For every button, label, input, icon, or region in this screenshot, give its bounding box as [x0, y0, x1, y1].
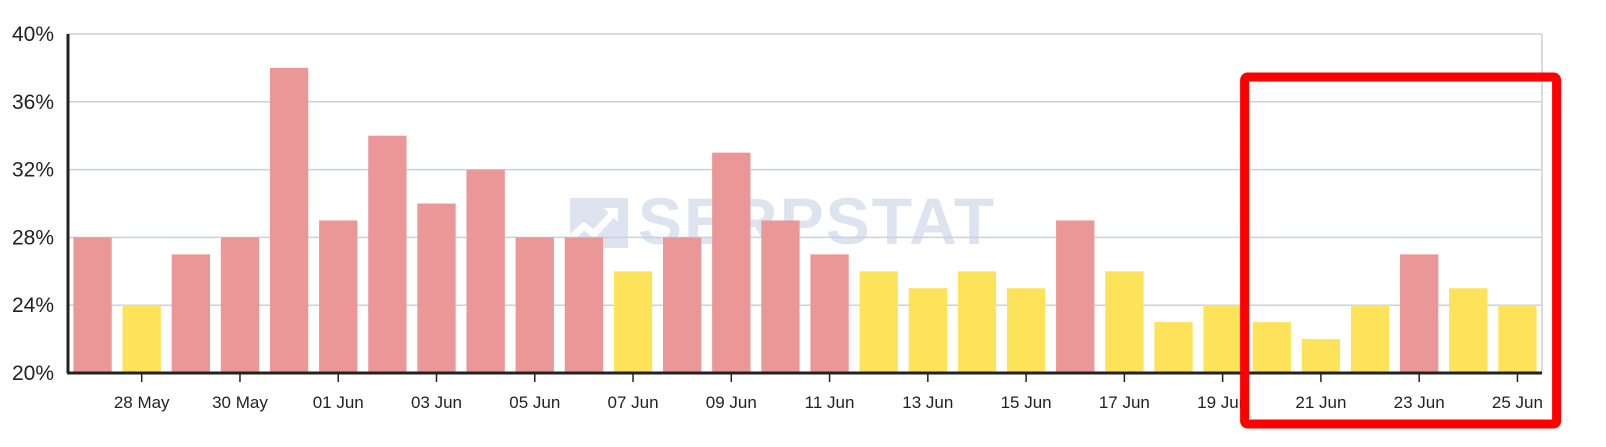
bar-12-jun — [859, 271, 898, 373]
bar-27-may — [73, 237, 112, 373]
x-tick-label: 07 Jun — [608, 393, 659, 412]
x-tick-label: 17 Jun — [1099, 393, 1150, 412]
x-tick-label: 30 May — [212, 393, 268, 412]
y-tick-label: 24% — [12, 294, 54, 317]
bar-10-jun — [761, 220, 800, 373]
bar-07-jun — [613, 271, 653, 373]
x-tick-label: 23 Jun — [1394, 393, 1445, 412]
x-tick-label: 13 Jun — [902, 393, 953, 412]
bar-23-jun — [1400, 254, 1439, 373]
bar-19-jun — [1203, 305, 1242, 373]
bar-25-jun — [1498, 305, 1537, 373]
bar-17-jun — [1105, 271, 1144, 373]
x-tick-label: 09 Jun — [706, 393, 757, 412]
bar-20-jun — [1252, 322, 1291, 373]
bars — [73, 67, 1537, 374]
bar-11-jun — [810, 254, 849, 373]
bar-08-jun — [663, 237, 702, 373]
bar-05-jun — [515, 237, 554, 373]
bar-04-jun — [466, 169, 505, 373]
x-tick-label: 01 Jun — [313, 393, 364, 412]
bar-15-jun — [1006, 288, 1046, 373]
x-tick-label: 15 Jun — [1001, 393, 1052, 412]
y-tick-label: 32% — [12, 159, 54, 182]
x-tick-label: 11 Jun — [805, 393, 855, 412]
bar-24-jun — [1449, 288, 1488, 373]
bar-31-may — [269, 67, 309, 374]
y-tick-label: 36% — [12, 91, 54, 114]
x-tick-label: 19 Jun — [1197, 393, 1248, 412]
bar-28-may — [122, 305, 161, 373]
bar-01-jun — [319, 220, 358, 373]
y-axis-ticks: 20% 24% 28% 32% 36% 40% — [12, 23, 54, 385]
y-tick-label: 20% — [12, 362, 54, 385]
bar-30-may — [220, 237, 260, 373]
axes — [66, 34, 1542, 375]
bar-29-may — [171, 254, 210, 373]
x-tick-label: 05 Jun — [509, 393, 560, 412]
x-tick-label: 21 Jun — [1295, 393, 1346, 412]
bar-22-jun — [1350, 305, 1390, 373]
bar-18-jun — [1154, 322, 1193, 373]
highlight-rectangle — [1240, 72, 1562, 429]
bar-16-jun — [1056, 220, 1095, 373]
highlight-box — [1240, 72, 1562, 429]
x-tick-label: 03 Jun — [411, 393, 462, 412]
x-tick-label: 28 May — [114, 393, 170, 412]
bar-14-jun — [957, 271, 997, 373]
bar-02-jun — [368, 135, 407, 373]
x-axis-ticks: 28 May 30 May 01 Jun 03 Jun 05 Jun 07 Jun 09 J… — [114, 373, 1543, 412]
bar-06-jun — [564, 237, 604, 373]
bar-13-jun — [908, 288, 947, 373]
y-tick-label: 40% — [12, 23, 54, 46]
y-tick-label: 28% — [12, 226, 54, 249]
bar-21-jun — [1301, 339, 1341, 373]
bar-09-jun — [712, 152, 751, 373]
bar-03-jun — [417, 203, 456, 373]
x-tick-label: 25 Jun — [1492, 393, 1543, 412]
